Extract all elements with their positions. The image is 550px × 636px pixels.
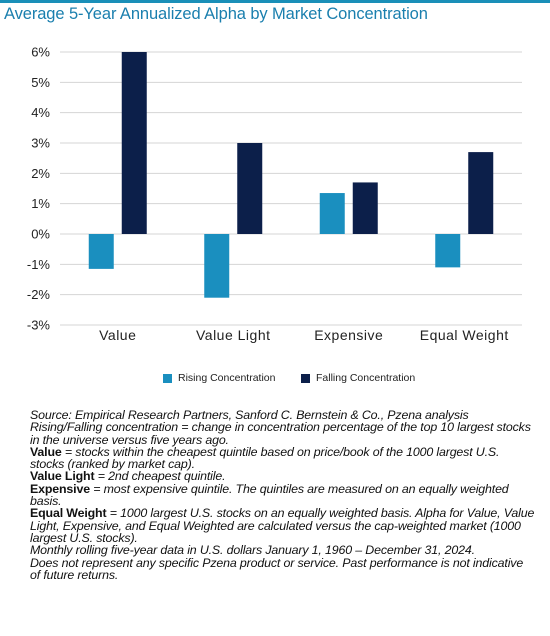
top-accent-bar — [0, 0, 550, 3]
legend-swatch-falling — [301, 373, 310, 383]
x-category-label: Value Light — [196, 327, 271, 343]
y-tick-label: 1% — [31, 196, 50, 211]
bar-rising — [435, 234, 461, 268]
legend-swatch-rising — [163, 373, 172, 383]
equal-weight-term: Equal Weight — [30, 506, 107, 521]
value-light-definition-text: = 2nd cheapest quintile. — [94, 469, 226, 484]
y-tick-label: 3% — [31, 136, 50, 151]
legend-label-falling: Falling Concentration — [316, 372, 416, 384]
bar-chart: 6% 5% 4% 3% 2% 1% 0% -1% -2% -3% Value Value Light E… — [27, 45, 522, 343]
bar-falling — [468, 152, 494, 234]
legend-label-rising: Rising Concentration — [178, 372, 276, 384]
chart-footnotes: Source: Empirical Research Partners, San… — [30, 409, 535, 581]
chart-legend: Rising Concentration Falling Concentrati… — [0, 372, 550, 386]
y-tick-label: -2% — [27, 287, 51, 302]
expensive-definition: Expensive = most expensive quintile. The… — [30, 483, 535, 508]
bar-falling — [121, 52, 147, 234]
y-tick-label: -1% — [27, 257, 51, 272]
bar-falling — [237, 143, 263, 234]
y-tick-label: 0% — [31, 227, 50, 242]
bar-falling — [352, 182, 378, 234]
data-period-note: Monthly rolling five-year data in U.S. d… — [30, 543, 475, 558]
value-light-term: Value Light — [30, 469, 95, 484]
equal-weight-definition-text: = 1000 largest U.S. stocks on an equally… — [30, 506, 535, 545]
disclaimer-note: Does not represent any specific Pzena pr… — [30, 555, 524, 582]
bar-rising — [204, 234, 230, 298]
expensive-term: Expensive — [30, 481, 90, 496]
x-category-label: Expensive — [314, 327, 383, 343]
y-tick-label: 5% — [31, 75, 50, 90]
y-tick-label: 2% — [31, 166, 50, 181]
y-tick-label: 6% — [31, 45, 50, 60]
value-light-definition: Value Light = 2nd cheapest quintile. — [30, 470, 535, 482]
chart-subtitle: Average 5-Year Annualized Alpha by Marke… — [4, 5, 428, 23]
x-category-label: Equal Weight — [420, 327, 509, 343]
equal-weight-definition: Equal Weight = 1000 largest U.S. stocks … — [30, 507, 535, 544]
expensive-definition-text: = most expensive quintile. The quintiles… — [30, 481, 509, 509]
value-term: Value — [30, 444, 62, 459]
y-tick-label: -3% — [27, 318, 51, 333]
x-category-label: Value — [99, 327, 136, 343]
value-definition: Value = stocks within the cheapest quint… — [30, 446, 535, 471]
bar-rising — [319, 193, 345, 234]
concentration-definition: Rising/Falling concentration = change in… — [30, 420, 531, 447]
legend-item-rising: Rising Concentration — [163, 372, 275, 384]
legend-item-falling: Falling Concentration — [301, 372, 415, 384]
source-note: Source: Empirical Research Partners, San… — [30, 408, 469, 422]
value-definition-text: = stocks within the cheapest quintile ba… — [30, 444, 500, 472]
bar-rising — [88, 234, 114, 269]
y-tick-label: 4% — [31, 105, 50, 120]
